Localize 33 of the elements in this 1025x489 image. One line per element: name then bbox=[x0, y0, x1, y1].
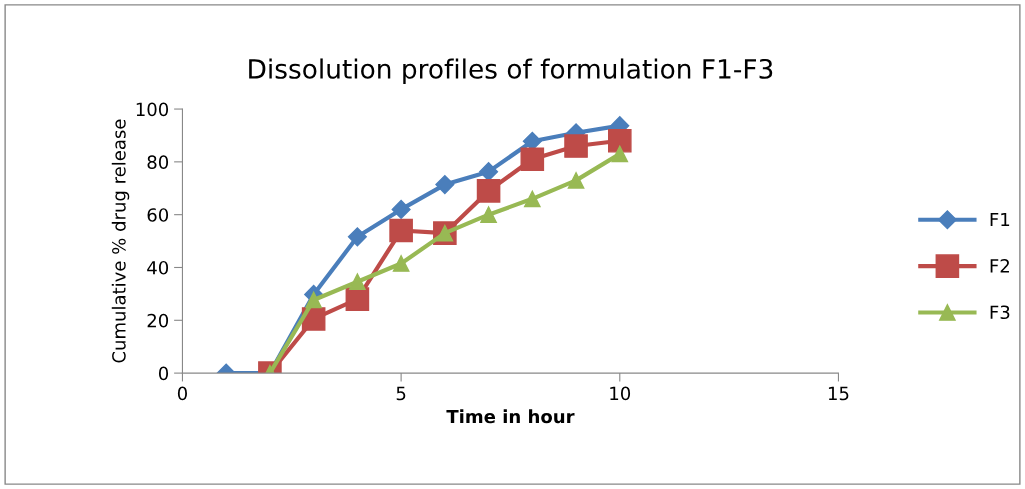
x-tick-label: 15 bbox=[828, 386, 849, 401]
point bbox=[523, 190, 541, 208]
legend-label: F1 bbox=[990, 212, 1010, 227]
point bbox=[345, 287, 370, 311]
y-tick-label: 20 bbox=[147, 313, 169, 328]
y-tick-label: 100 bbox=[136, 102, 169, 117]
point bbox=[349, 273, 366, 291]
x-tick-label: 5 bbox=[396, 386, 406, 401]
legend-label: F3 bbox=[990, 305, 1010, 320]
point bbox=[435, 175, 455, 195]
point bbox=[305, 291, 322, 309]
y-axis-title: Cumulative % drug release bbox=[111, 119, 130, 363]
chart-title: Dissolution profiles of formulation F1-F3 bbox=[249, 58, 773, 84]
y-tick-label: 40 bbox=[147, 260, 169, 275]
point bbox=[607, 128, 632, 153]
point bbox=[611, 145, 629, 163]
point bbox=[520, 147, 545, 172]
x-tick-label: 0 bbox=[177, 386, 187, 401]
legend-label: F2 bbox=[990, 259, 1009, 273]
point bbox=[347, 227, 367, 247]
point bbox=[389, 218, 413, 243]
point bbox=[479, 162, 499, 182]
point bbox=[480, 206, 497, 224]
point bbox=[476, 179, 501, 203]
x-tick-label: 10 bbox=[610, 386, 631, 401]
point bbox=[392, 255, 410, 272]
point bbox=[391, 199, 411, 219]
point bbox=[564, 134, 588, 158]
x-axis-title: Time in hour bbox=[446, 409, 575, 424]
y-tick-label: 60 bbox=[147, 208, 169, 222]
y-tick-label: 80 bbox=[147, 155, 169, 169]
point bbox=[567, 172, 585, 189]
y-tick-label: 0 bbox=[158, 366, 169, 381]
